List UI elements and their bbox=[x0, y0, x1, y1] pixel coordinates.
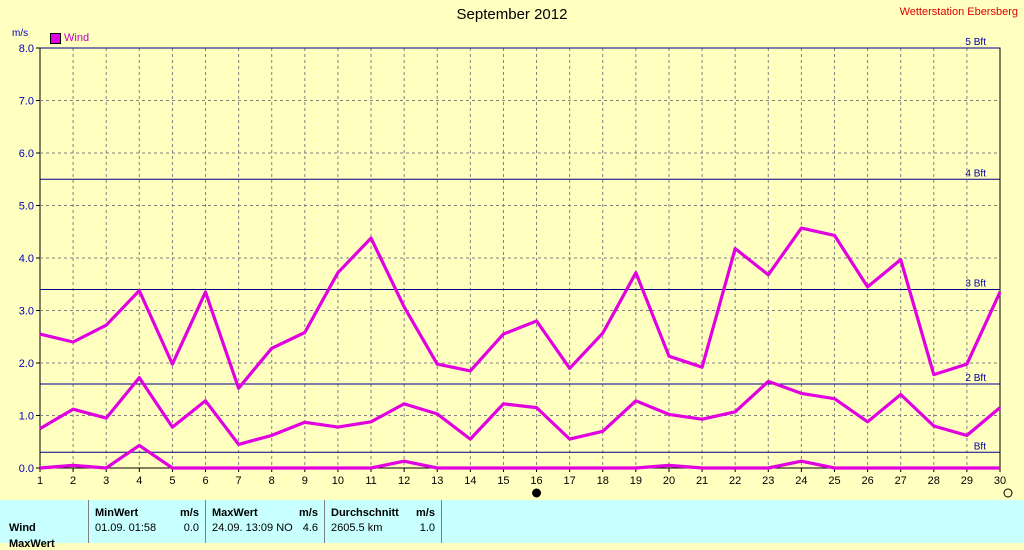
station-name: Wetterstation Ebersberg bbox=[899, 6, 1018, 18]
min-value: 0.0 bbox=[183, 522, 199, 534]
bft-label: 3 Bft bbox=[965, 279, 986, 290]
y-tick-label: 2.0 bbox=[19, 358, 34, 370]
x-tick-label: 10 bbox=[332, 475, 344, 487]
x-tick-label: 11 bbox=[365, 475, 376, 487]
x-tick-label: 6 bbox=[202, 475, 208, 487]
avg-header: Durchschnitt bbox=[331, 507, 399, 519]
x-tick-label: 12 bbox=[398, 475, 410, 487]
end-marker bbox=[1003, 488, 1013, 498]
stats-max-column: MaxWert m/s 24.09. 13:09 NO 4.6 bbox=[205, 500, 324, 543]
x-tick-label: 8 bbox=[269, 475, 275, 487]
x-tick-label: 30 bbox=[994, 475, 1006, 487]
stats-avg-column: Durchschnitt m/s 2605.5 km 1.0 bbox=[324, 500, 442, 543]
x-tick-label: 28 bbox=[928, 475, 940, 487]
y-tick-label: 1.0 bbox=[19, 411, 34, 423]
x-tick-label: 21 bbox=[696, 475, 708, 487]
avg-distance: 2605.5 km bbox=[331, 522, 383, 534]
legend-swatch bbox=[50, 32, 61, 44]
max-value: 4.6 bbox=[302, 522, 318, 534]
wind-chart: 0.01.02.03.04.05.06.07.08.01 2 3 4 5 6 7 8 9 10 11… bbox=[19, 37, 1013, 498]
x-tick-label: 9 bbox=[302, 475, 308, 487]
legend-label: Wind bbox=[64, 32, 90, 44]
y-tick-label: 7.0 bbox=[19, 96, 34, 108]
x-tick-label: 7 bbox=[236, 475, 242, 487]
max-header: MaxWert bbox=[212, 507, 258, 519]
x-tick-label: 13 bbox=[431, 475, 443, 487]
x-tick-label: 15 bbox=[497, 475, 509, 487]
x-tick-label: 17 bbox=[564, 475, 576, 487]
y-tick-label: 8.0 bbox=[19, 43, 34, 55]
avg-unit: m/s bbox=[416, 507, 435, 519]
min-when: 01.09. 01:58 bbox=[95, 522, 157, 534]
x-tick-label: 5 bbox=[169, 475, 175, 487]
x-tick-label: 16 bbox=[530, 475, 542, 487]
x-tick-label: 24 bbox=[795, 475, 807, 487]
today-marker bbox=[532, 488, 542, 498]
stats-min-column: MinWert m/s 01.09. 01:58 0.0 bbox=[88, 500, 205, 543]
max-unit: m/s bbox=[299, 507, 318, 519]
x-tick-label: 19 bbox=[630, 475, 642, 487]
min-unit: m/s bbox=[180, 507, 199, 519]
y-tick-label: 5.0 bbox=[19, 201, 34, 213]
x-tick-label: 25 bbox=[828, 475, 840, 487]
x-tick-label: 4 bbox=[136, 475, 142, 487]
stats-row-label: Wind bbox=[9, 522, 36, 534]
y-tick-label: 4.0 bbox=[19, 253, 34, 265]
bft-label: Bft bbox=[974, 441, 986, 452]
x-tick-label: 14 bbox=[464, 475, 476, 487]
min-header: MinWert bbox=[95, 507, 139, 519]
series-line-min bbox=[39, 443, 1000, 470]
y-axis-unit: m/s bbox=[12, 28, 29, 39]
stats-panel: Wind MaxWert MinWert m/s 01.09. 01:58 0.… bbox=[0, 500, 1024, 550]
bft-label: 2 Bft bbox=[965, 373, 986, 384]
x-tick-label: 20 bbox=[663, 475, 675, 487]
legend: Wind bbox=[50, 32, 89, 44]
x-tick-label: 1 bbox=[37, 475, 43, 487]
series-line-avg bbox=[39, 376, 1002, 446]
bft-label: 4 Bft bbox=[965, 168, 986, 179]
series-line-max bbox=[39, 226, 1002, 390]
avg-value: 1.0 bbox=[419, 522, 435, 534]
x-tick-label: 18 bbox=[597, 475, 609, 487]
stats-row-label-2: MaxWert bbox=[9, 538, 55, 550]
bft-label: 5 Bft bbox=[965, 37, 986, 48]
x-tick-label: 22 bbox=[729, 475, 741, 487]
x-tick-label: 23 bbox=[762, 475, 774, 487]
x-tick-label: 27 bbox=[895, 475, 907, 487]
x-tick-label: 26 bbox=[861, 475, 873, 487]
chart-title: September 2012 bbox=[456, 6, 568, 23]
y-tick-label: 6.0 bbox=[19, 148, 34, 160]
x-tick-label: 29 bbox=[961, 475, 973, 487]
y-tick-label: 0.0 bbox=[19, 463, 34, 475]
x-tick-label: 2 bbox=[70, 475, 76, 487]
x-tick-label: 3 bbox=[103, 475, 109, 487]
y-tick-label: 3.0 bbox=[19, 306, 34, 318]
max-when: 24.09. 13:09 NO bbox=[212, 522, 293, 534]
